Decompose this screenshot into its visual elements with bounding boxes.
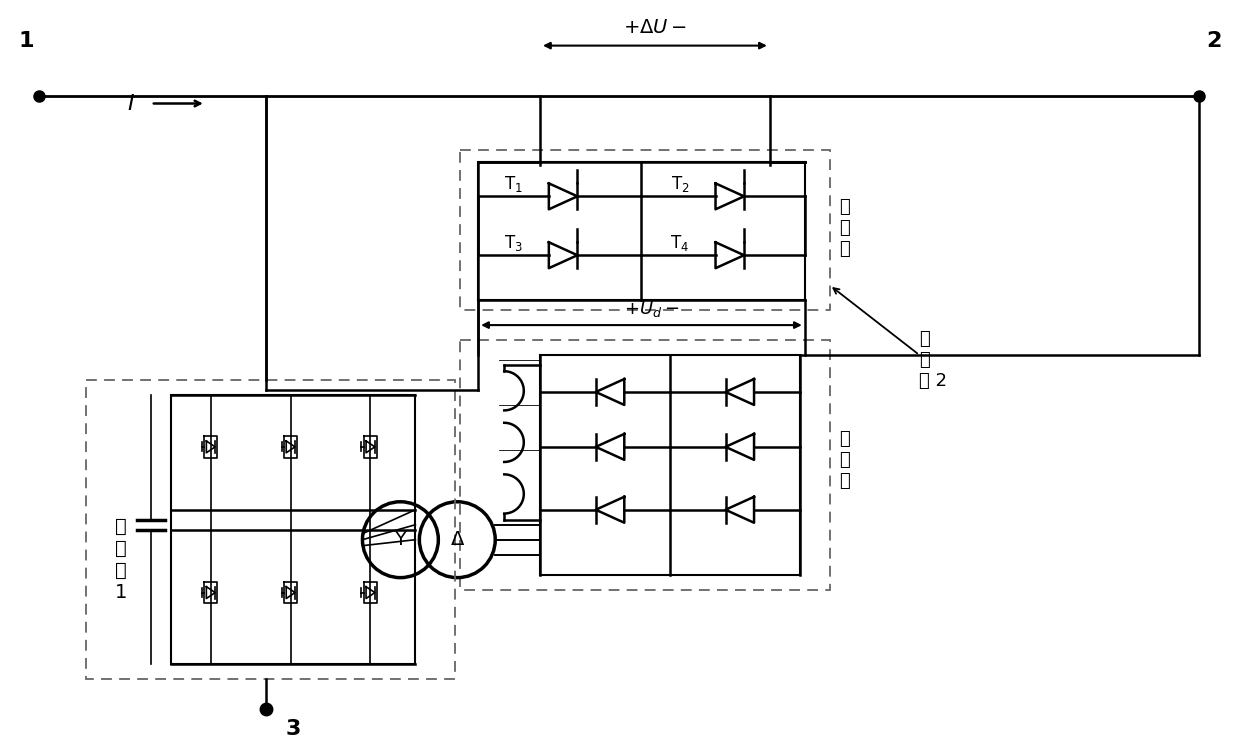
Text: $+\Delta U-$: $+\Delta U-$: [622, 18, 687, 37]
Text: $\Delta$: $\Delta$: [450, 530, 465, 549]
Text: $\mathrm{T_2}$: $\mathrm{T_2}$: [671, 174, 689, 195]
Text: 换
流
器
1: 换 流 器 1: [115, 517, 128, 602]
Text: $+U_d-$: $+U_d-$: [624, 299, 680, 319]
Text: $\mathrm{T_3}$: $\mathrm{T_3}$: [503, 233, 522, 253]
Text: $I$: $I$: [126, 93, 135, 114]
Text: 换
流
器 2: 换 流 器 2: [919, 330, 947, 390]
Text: 换
向
器: 换 向 器: [839, 198, 851, 258]
Text: 2: 2: [1207, 31, 1221, 51]
Text: 换
流
桥: 换 流 桥: [839, 430, 851, 489]
Text: $\mathrm{T_4}$: $\mathrm{T_4}$: [671, 233, 689, 253]
Text: $\mathrm{T_1}$: $\mathrm{T_1}$: [503, 174, 522, 195]
Text: 3: 3: [285, 719, 301, 740]
Text: 1: 1: [19, 31, 33, 51]
Text: Y: Y: [394, 530, 407, 549]
